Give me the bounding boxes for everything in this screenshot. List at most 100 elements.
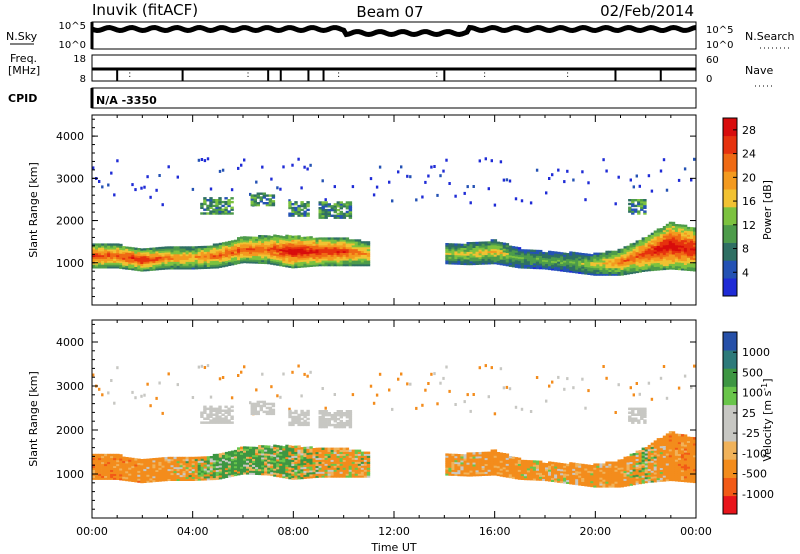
velocity-cell — [249, 450, 253, 453]
power-cell — [659, 254, 664, 257]
power-cell — [611, 250, 615, 253]
power-speck — [490, 159, 493, 163]
power-cell — [194, 259, 199, 262]
velocity-cell — [128, 469, 132, 472]
power-cell — [460, 257, 464, 260]
power-cell — [179, 248, 183, 251]
velocity-cell — [258, 458, 262, 462]
power-cell — [457, 243, 461, 246]
power-cell — [206, 245, 211, 248]
power-cell — [152, 264, 156, 267]
power-cell — [230, 242, 235, 245]
power-cell — [647, 269, 652, 272]
velocity-cell — [496, 469, 501, 473]
power-cell — [363, 245, 368, 248]
power-cell — [581, 272, 585, 275]
velocity-cell — [608, 463, 612, 466]
power-cell — [98, 258, 102, 261]
velocity-cell — [179, 476, 183, 479]
power-cell — [212, 251, 217, 254]
velocity-cell — [212, 465, 217, 469]
velocity-cell — [140, 474, 144, 478]
velocity-cell — [294, 477, 298, 480]
power-patch-cell — [333, 203, 337, 206]
power-cell — [137, 263, 141, 266]
power-cell — [327, 256, 331, 259]
power-cell — [212, 260, 217, 263]
velocity-cell — [261, 461, 265, 464]
power-cell — [680, 247, 685, 250]
power-cell — [212, 253, 217, 256]
velocity-cell — [611, 473, 615, 476]
velocity-cell — [252, 470, 256, 473]
power-cell — [614, 262, 618, 265]
power-cell — [499, 247, 504, 251]
power-cell — [475, 262, 479, 265]
velocity-cell — [306, 450, 310, 453]
velocity-cell — [578, 473, 582, 476]
power-cell — [300, 263, 304, 266]
velocity-cell — [128, 477, 132, 480]
velocity-cell — [218, 463, 223, 466]
velocity-cell — [206, 460, 211, 463]
power-cell — [608, 250, 612, 253]
power-speck — [351, 185, 355, 189]
power-cell — [686, 234, 691, 237]
velocity-cell — [170, 476, 174, 479]
power-cell — [336, 237, 340, 240]
velocity-cell — [270, 461, 274, 465]
velocity-cell — [258, 462, 262, 466]
power-cell — [291, 237, 295, 240]
power-cell — [318, 256, 322, 259]
velocity-cell — [128, 459, 132, 462]
velocity-cell — [131, 461, 135, 465]
velocity-cell — [134, 480, 138, 483]
velocity-cell — [255, 458, 259, 462]
power-cell — [104, 264, 108, 267]
power-cell — [203, 249, 208, 252]
velocity-cell — [288, 461, 292, 464]
velocity-cell — [134, 458, 138, 461]
velocity-cell — [303, 450, 307, 454]
velocity-cell — [273, 470, 277, 473]
power-cell — [345, 254, 350, 257]
power-cell — [451, 256, 455, 259]
power-cell — [539, 261, 543, 264]
power-cell — [101, 249, 105, 252]
velocity-cell — [472, 462, 476, 465]
power-cell — [182, 259, 186, 262]
power-speck — [249, 192, 252, 196]
velocity-cell — [472, 472, 476, 475]
power-cell — [107, 247, 111, 250]
velocity-cell — [578, 471, 582, 474]
power-patch-cell — [348, 203, 353, 206]
power-patch-cell — [206, 204, 210, 208]
power-cell — [626, 270, 630, 273]
velocity-cell — [578, 469, 582, 472]
power-cell — [493, 248, 498, 251]
velocity-speck — [421, 403, 424, 407]
velocity-cell — [545, 474, 549, 478]
velocity-cells — [92, 364, 697, 488]
velocity-cell — [318, 455, 322, 458]
velocity-cell — [167, 464, 171, 468]
velocity-cell — [593, 471, 597, 474]
velocity-cell — [611, 463, 615, 466]
power-cell — [632, 269, 636, 272]
power-cell — [542, 251, 546, 255]
velocity-cell — [336, 459, 340, 462]
power-cell — [351, 252, 356, 255]
power-cell — [469, 243, 473, 247]
power-cell — [463, 243, 467, 247]
power-patch-cell — [224, 206, 228, 209]
velocity-speck — [149, 404, 152, 408]
velocity-cell — [623, 470, 627, 473]
power-patch-cell — [342, 212, 347, 216]
velocity-cell — [206, 466, 211, 469]
velocity-cell — [194, 470, 199, 473]
velocity-cell — [451, 455, 455, 459]
power-cell — [626, 249, 630, 252]
velocity-cell — [481, 455, 485, 459]
power-cell — [321, 241, 325, 244]
velocity-cell — [158, 473, 162, 476]
